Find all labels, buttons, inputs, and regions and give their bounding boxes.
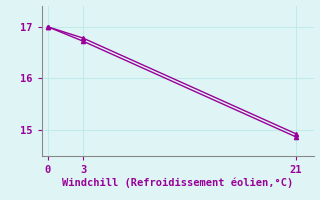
X-axis label: Windchill (Refroidissement éolien,°C): Windchill (Refroidissement éolien,°C) (62, 178, 293, 188)
